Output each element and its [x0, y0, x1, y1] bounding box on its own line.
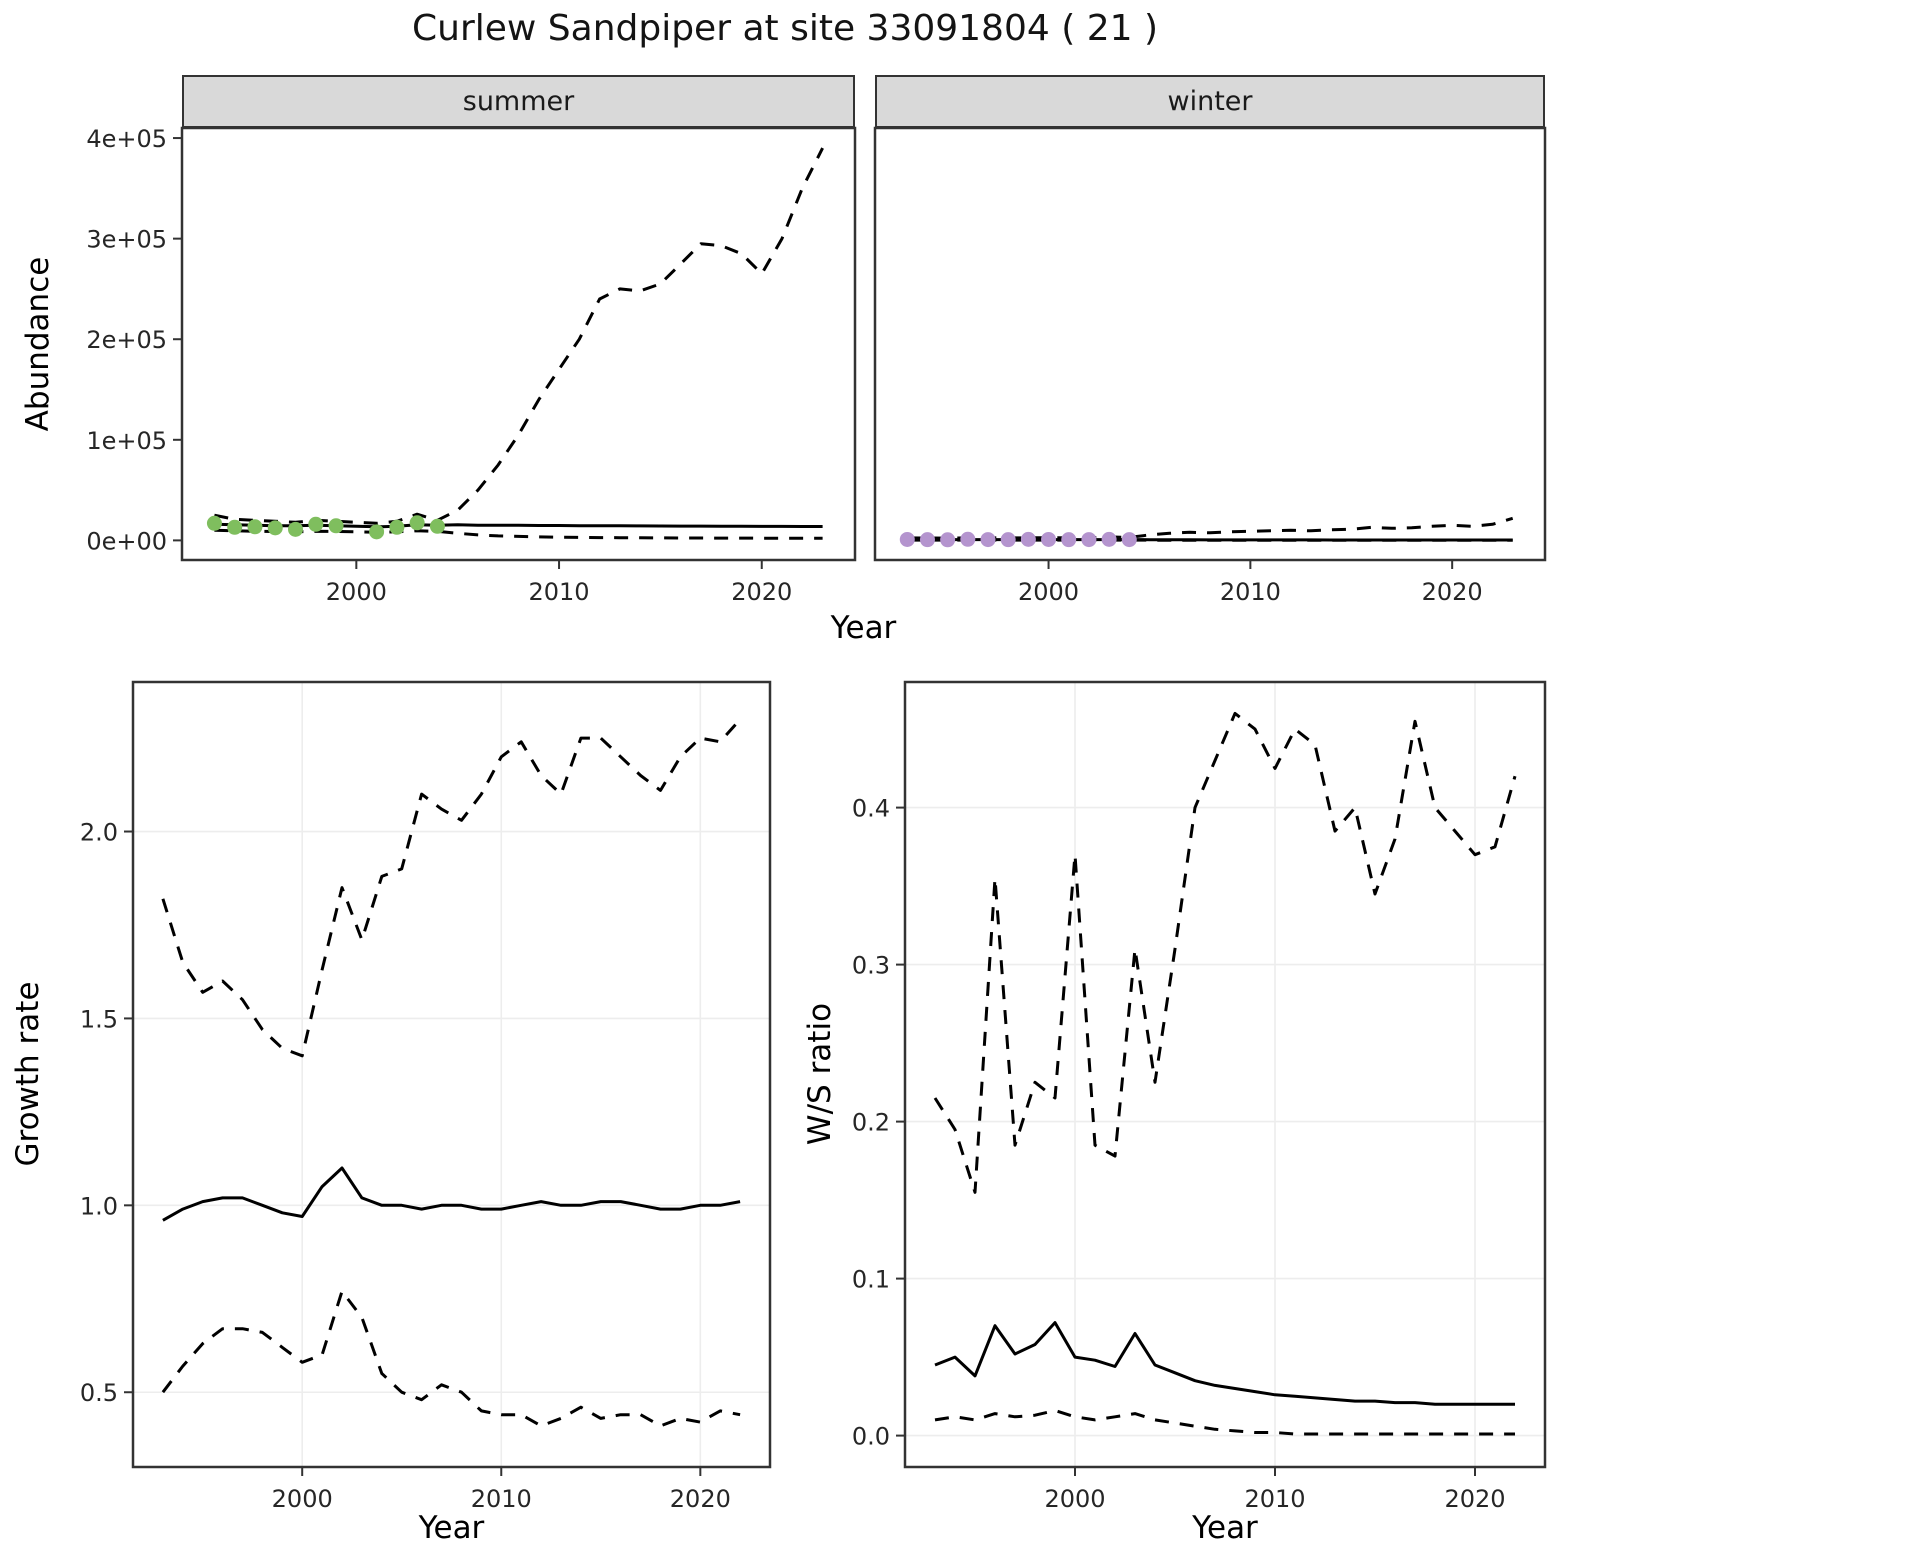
axis-title-year-bottom-left: Year	[418, 1510, 485, 1546]
series-upper-ci	[161, 718, 742, 1058]
data-point	[1000, 532, 1016, 548]
data-point	[308, 516, 324, 532]
axis-title-growth-rate: Growth rate	[10, 981, 46, 1167]
x-tick-label: 2000	[326, 578, 387, 606]
y-tick-label: 3e+05	[86, 226, 167, 254]
y-tick-label: 2.0	[80, 819, 118, 847]
y-tick-label: 1e+05	[86, 427, 167, 455]
facet-strip-summer: summer	[182, 75, 855, 128]
data-point	[409, 515, 425, 531]
y-tick-label: 0e+00	[86, 527, 167, 555]
y-tick-label: 1.0	[80, 1192, 118, 1220]
data-point	[389, 519, 405, 535]
x-tick-label: 2010	[1244, 1485, 1305, 1513]
facet-strip-winter: winter	[875, 75, 1545, 128]
data-point	[247, 519, 263, 535]
x-tick-label: 2010	[471, 1485, 532, 1513]
axis-title-abundance: Abundance	[20, 256, 56, 432]
data-point	[940, 532, 956, 548]
series-median	[934, 1321, 1515, 1406]
data-point	[267, 520, 283, 536]
y-tick-label: 0.4	[852, 795, 890, 823]
x-tick-label: 2010	[1220, 578, 1281, 606]
data-point	[1041, 531, 1057, 547]
y-tick-label: 1.5	[80, 1005, 118, 1033]
panel-border	[873, 126, 1547, 562]
x-tick-label: 2020	[1422, 578, 1483, 606]
data-point	[288, 521, 304, 537]
chart-title: Curlew Sandpiper at site 33091804 ( 21 )	[411, 8, 1158, 49]
x-tick-label: 2010	[529, 578, 590, 606]
x-tick-label: 2000	[272, 1485, 333, 1513]
panel-border	[903, 680, 1547, 1469]
data-point	[328, 518, 344, 534]
data-point	[960, 531, 976, 547]
panel-background	[182, 128, 855, 560]
data-point	[206, 515, 222, 531]
y-tick-label: 0.1	[852, 1266, 890, 1294]
x-tick-label: 2000	[1018, 578, 1079, 606]
y-tick-label: 0.3	[852, 952, 890, 980]
facet-label-winter: winter	[1167, 86, 1253, 117]
data-point	[899, 531, 915, 547]
panel-border	[180, 126, 857, 562]
data-point	[429, 518, 445, 534]
y-tick-label: 0.5	[80, 1379, 118, 1407]
data-point	[1101, 531, 1117, 547]
y-tick-label: 0.2	[852, 1109, 890, 1137]
data-point	[1020, 531, 1036, 547]
data-point	[1061, 532, 1077, 548]
x-tick-label: 2020	[1444, 1485, 1505, 1513]
series-upper-ci	[933, 711, 1517, 1194]
x-tick-label: 2000	[1044, 1485, 1105, 1513]
data-point	[980, 532, 996, 548]
series-lower-ci	[161, 1289, 741, 1428]
x-tick-label: 2020	[731, 578, 792, 606]
y-tick-label: 4e+05	[86, 125, 167, 153]
axis-title-year-bottom-right: Year	[1192, 1510, 1258, 1546]
y-tick-label: 2e+05	[86, 326, 167, 354]
panel-background	[875, 128, 1545, 560]
data-point	[919, 532, 935, 548]
panel-border	[131, 680, 772, 1469]
series-median	[162, 1166, 741, 1222]
data-point	[369, 524, 385, 540]
data-point	[1121, 532, 1137, 548]
y-tick-label: 0.0	[852, 1423, 890, 1451]
axis-title-year-top: Year	[830, 610, 897, 646]
data-point	[227, 519, 243, 535]
panel-background	[133, 682, 770, 1467]
x-tick-label: 2020	[670, 1485, 731, 1513]
facet-label-summer: summer	[462, 86, 575, 117]
axis-title-ws-ratio: W/S ratio	[802, 1002, 838, 1146]
panel-background	[905, 682, 1545, 1467]
data-point	[1081, 532, 1097, 548]
